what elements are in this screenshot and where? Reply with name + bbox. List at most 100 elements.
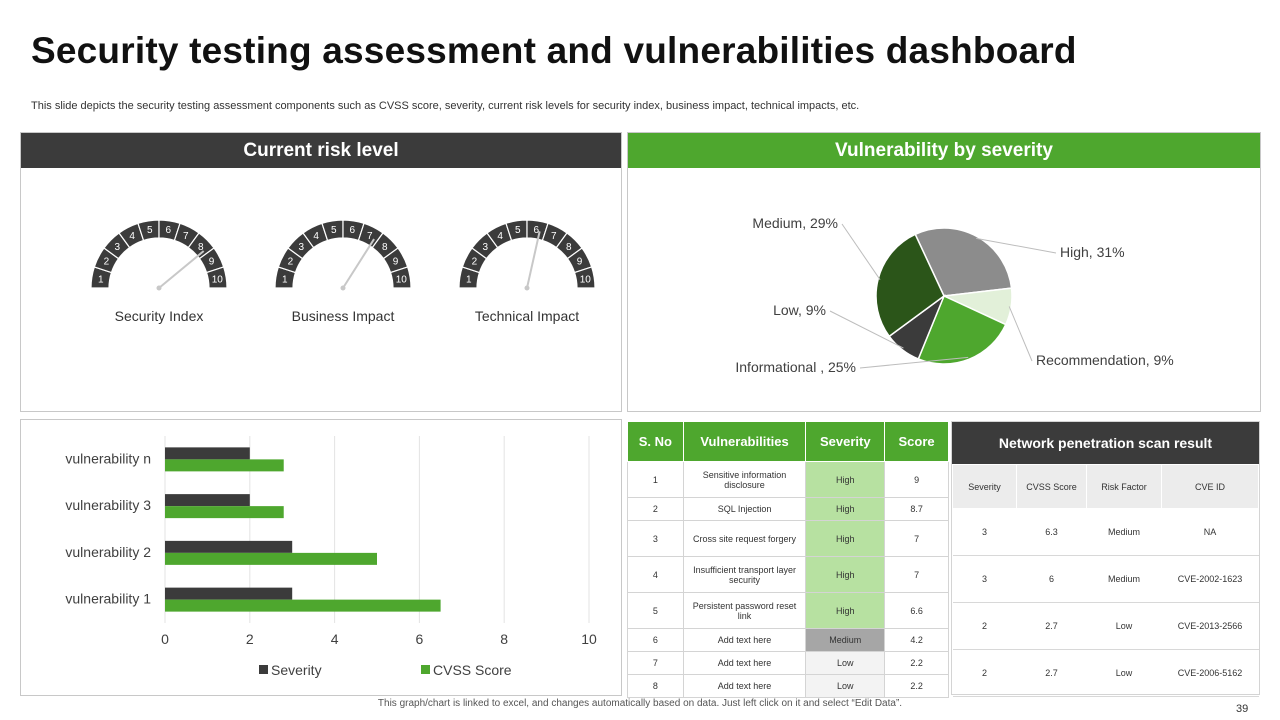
table-row: 3 6.3 Medium NA: [952, 508, 1259, 556]
sno-cell: 8: [627, 674, 684, 698]
table-row: 2 2.7 Low CVE-2006-5162: [952, 649, 1259, 697]
net-col-risk: Risk Factor: [1086, 464, 1162, 509]
risk-panel-header: Current risk level: [21, 133, 621, 168]
gauge-hub: [156, 285, 162, 291]
gauge-hub: [524, 285, 530, 291]
net-cvss-cell: 2.7: [1016, 649, 1087, 697]
col-header-score: Score: [884, 421, 949, 462]
gauge-tick-label: 7: [551, 231, 557, 242]
score-cell: 9: [884, 461, 949, 498]
pie-data-label: Informational , 25%: [735, 359, 856, 375]
network-scan-title: Network penetration scan result: [952, 422, 1259, 464]
pie-leader-line: [829, 310, 904, 349]
score-cell: 7: [884, 520, 949, 557]
page-subtitle: This slide depicts the security testing …: [31, 100, 860, 112]
table-row: 3 6 Medium CVE-2002-1623: [952, 555, 1259, 603]
bar-severity: [165, 494, 250, 507]
severity-panel: Vulnerability by severity High, 31% Recom…: [627, 132, 1261, 412]
net-risk-cell: Medium: [1086, 508, 1162, 556]
net-col-cve: CVE ID: [1161, 464, 1259, 509]
bar-chart-panel: 0 2 4 6 8 10 vulnerability 1 vulnerability 2 vul…: [20, 419, 622, 696]
gauge: 1 2 3 4 5 6 7 8 9 10 Technical Impact: [452, 188, 602, 324]
bar-cvss-score: [165, 552, 377, 565]
sno-cell: 6: [627, 628, 684, 652]
net-cve-cell: CVE-2013-2566: [1161, 602, 1259, 650]
net-severity-cell: 3: [952, 555, 1017, 603]
col-header-sno: S. No: [627, 421, 684, 462]
severity-cell: High: [805, 461, 886, 498]
page-title: Security testing assessment and vulnerab…: [31, 30, 1077, 71]
pie-data-label: Low, 9%: [773, 302, 826, 318]
pie-data-label: High, 31%: [1060, 244, 1125, 260]
gauge-needle: [526, 231, 541, 289]
severity-panel-header: Vulnerability by severity: [628, 133, 1260, 168]
score-cell: 8.7: [884, 497, 949, 521]
legend-swatch: [259, 665, 268, 674]
severity-cell: High: [805, 592, 886, 629]
gauge-tick-label: 10: [212, 274, 224, 285]
net-cve-cell: CVE-2006-5162: [1161, 649, 1259, 697]
vulnerability-cell: Add text here: [682, 628, 807, 652]
vulnerability-cell: Insufficient transport layer security: [682, 556, 807, 593]
gauge-tick-label: 4: [497, 231, 503, 242]
table-row: 1 Sensitive information disclosure High 9: [627, 461, 949, 498]
gauge-segment: [389, 266, 412, 289]
gauge: 1 2 3 4 5 6 7 8 9 10 Business Impact: [268, 188, 418, 324]
table-row: 2 SQL Injection High 8.7: [627, 497, 949, 521]
severity-cell: Low: [805, 674, 886, 698]
col-header-vulnerabilities: Vulnerabilities: [682, 421, 807, 462]
risk-panel: Current risk level 1 2 3 4 5 6 7 8 9 10 Security I…: [20, 132, 622, 412]
sno-cell: 5: [627, 592, 684, 629]
bar-x-tick-label: 0: [161, 631, 169, 647]
vulnerability-cell: SQL Injection: [682, 497, 807, 521]
gauge-tick-label: 9: [209, 257, 215, 268]
score-cell: 4.2: [884, 628, 949, 652]
net-severity-cell: 2: [952, 602, 1017, 650]
bar-category-label: vulnerability n: [65, 450, 151, 466]
pie-data-label: Medium, 29%: [752, 215, 838, 231]
bar-cvss-score: [165, 459, 284, 472]
gauge-hub: [340, 285, 346, 291]
gauge-segment: [205, 266, 228, 289]
legend-label: CVSS Score: [433, 662, 512, 678]
table-row: 6 Add text here Medium 4.2: [627, 628, 949, 652]
bar-x-tick-label: 10: [581, 631, 597, 647]
bar-severity: [165, 540, 293, 553]
net-risk-cell: Low: [1086, 602, 1162, 650]
gauge-tick-label: 1: [98, 274, 104, 285]
score-cell: 2.2: [884, 651, 949, 675]
table-row: 4 Insufficient transport layer security Hi…: [627, 556, 949, 593]
bar-severity: [165, 447, 250, 460]
gauge-tick-label: 6: [533, 225, 539, 236]
net-risk-cell: Low: [1086, 649, 1162, 697]
bar-cvss-score: [165, 506, 284, 519]
table-row: 3 Cross site request forgery High 7: [627, 520, 949, 557]
gauge: 1 2 3 4 5 6 7 8 9 10 Security Index: [84, 188, 234, 324]
net-col-severity: Severity: [952, 464, 1017, 509]
severity-pie-chart: High, 31% Recommendation, 9% Informational…: [735, 215, 1174, 375]
pie-data-label: Recommendation, 9%: [1036, 352, 1174, 368]
vulnerability-cell: Add text here: [682, 674, 807, 698]
net-severity-cell: 3: [952, 508, 1017, 556]
network-scan-panel: Network penetration scan result Severity…: [951, 421, 1260, 697]
score-cell: 2.2: [884, 674, 949, 698]
gauge-tick-label: 7: [367, 231, 373, 242]
severity-cell: Low: [805, 651, 886, 675]
gauge-tick-label: 4: [129, 231, 135, 242]
severity-cell: Medium: [805, 628, 886, 652]
sno-cell: 2: [627, 497, 684, 521]
gauge-tick-label: 10: [396, 274, 408, 285]
gauge-label: Business Impact: [291, 308, 395, 324]
table-row: 7 Add text here Low 2.2: [627, 651, 949, 675]
table-row: 2 2.7 Low CVE-2013-2566: [952, 602, 1259, 650]
vulnerability-cell: Sensitive information disclosure: [682, 461, 807, 498]
pie-leader-line: [841, 223, 881, 280]
sno-cell: 7: [627, 651, 684, 675]
net-cvss-cell: 6.3: [1016, 508, 1087, 556]
net-cve-cell: NA: [1161, 508, 1259, 556]
sno-cell: 1: [627, 461, 684, 498]
gauge-tick-label: 3: [298, 242, 304, 253]
